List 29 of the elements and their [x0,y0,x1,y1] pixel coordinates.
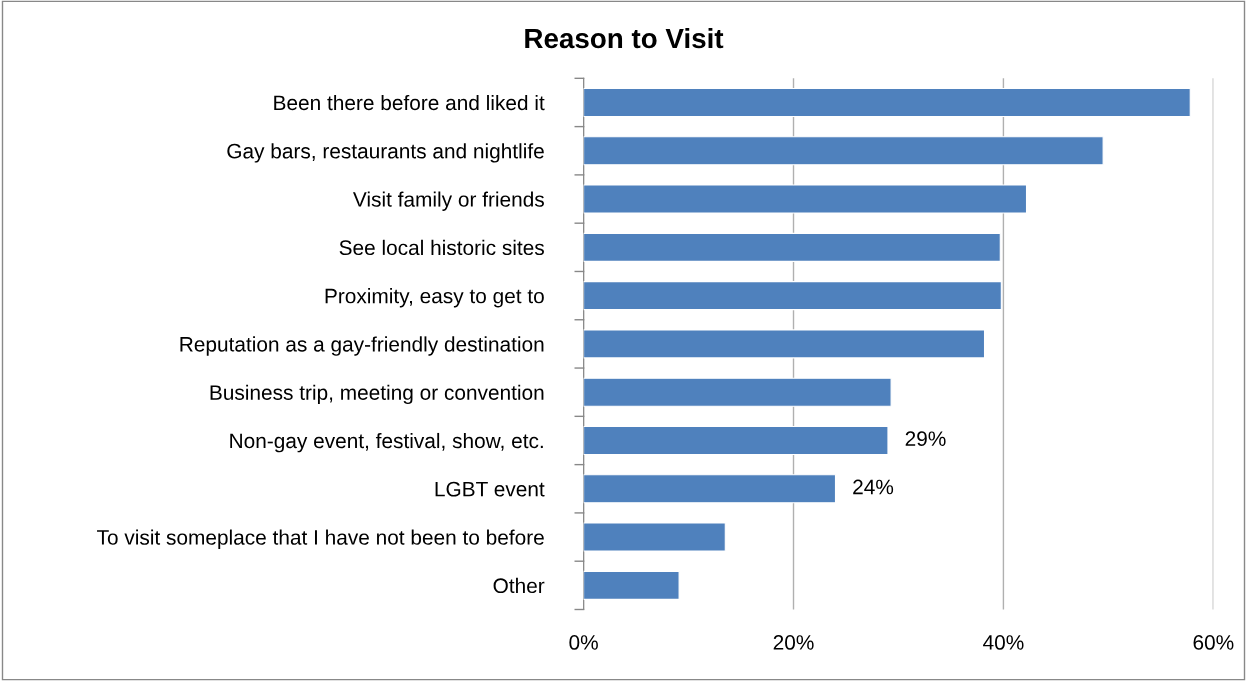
y-tick-label: Gay bars, restaurants and nightlife [227,143,544,163]
bar [583,136,1104,166]
data-label: 24% [853,479,894,495]
y-tick-label: Proximity, easy to get to [325,288,544,308]
bar [583,232,1001,262]
bar [583,87,1191,118]
bar [583,522,726,552]
bar [583,570,680,600]
y-tick-label: Other [493,577,545,594]
bar [583,474,837,504]
bar [583,184,1028,214]
x-tick-label: 20% [773,635,814,650]
y-tick-label: Visit family or friends [352,191,544,211]
x-tick-label: 40% [983,635,1024,650]
y-tick-label: Been there before and liked it [274,94,545,111]
chart-title: Reason to Visit [525,27,724,49]
y-tick-label: Non-gay event, festival, show, etc. [230,432,543,453]
y-tick-label: Reputation as a gay-friendly destination [180,336,544,356]
bar [583,425,889,456]
bar [583,377,892,407]
data-label: 29% [905,431,946,447]
y-tick-label: See local historic sites [339,239,544,256]
bar [583,329,986,359]
y-tick-label: LGBT event [435,481,545,497]
y-tick-label: To visit someplace that I have not been to before [97,529,544,549]
y-tick-label: Business trip, meeting or convention [210,384,544,405]
x-tick-label: 0% [569,635,598,650]
bar [583,281,1002,311]
x-tick-label: 60% [1193,635,1234,650]
